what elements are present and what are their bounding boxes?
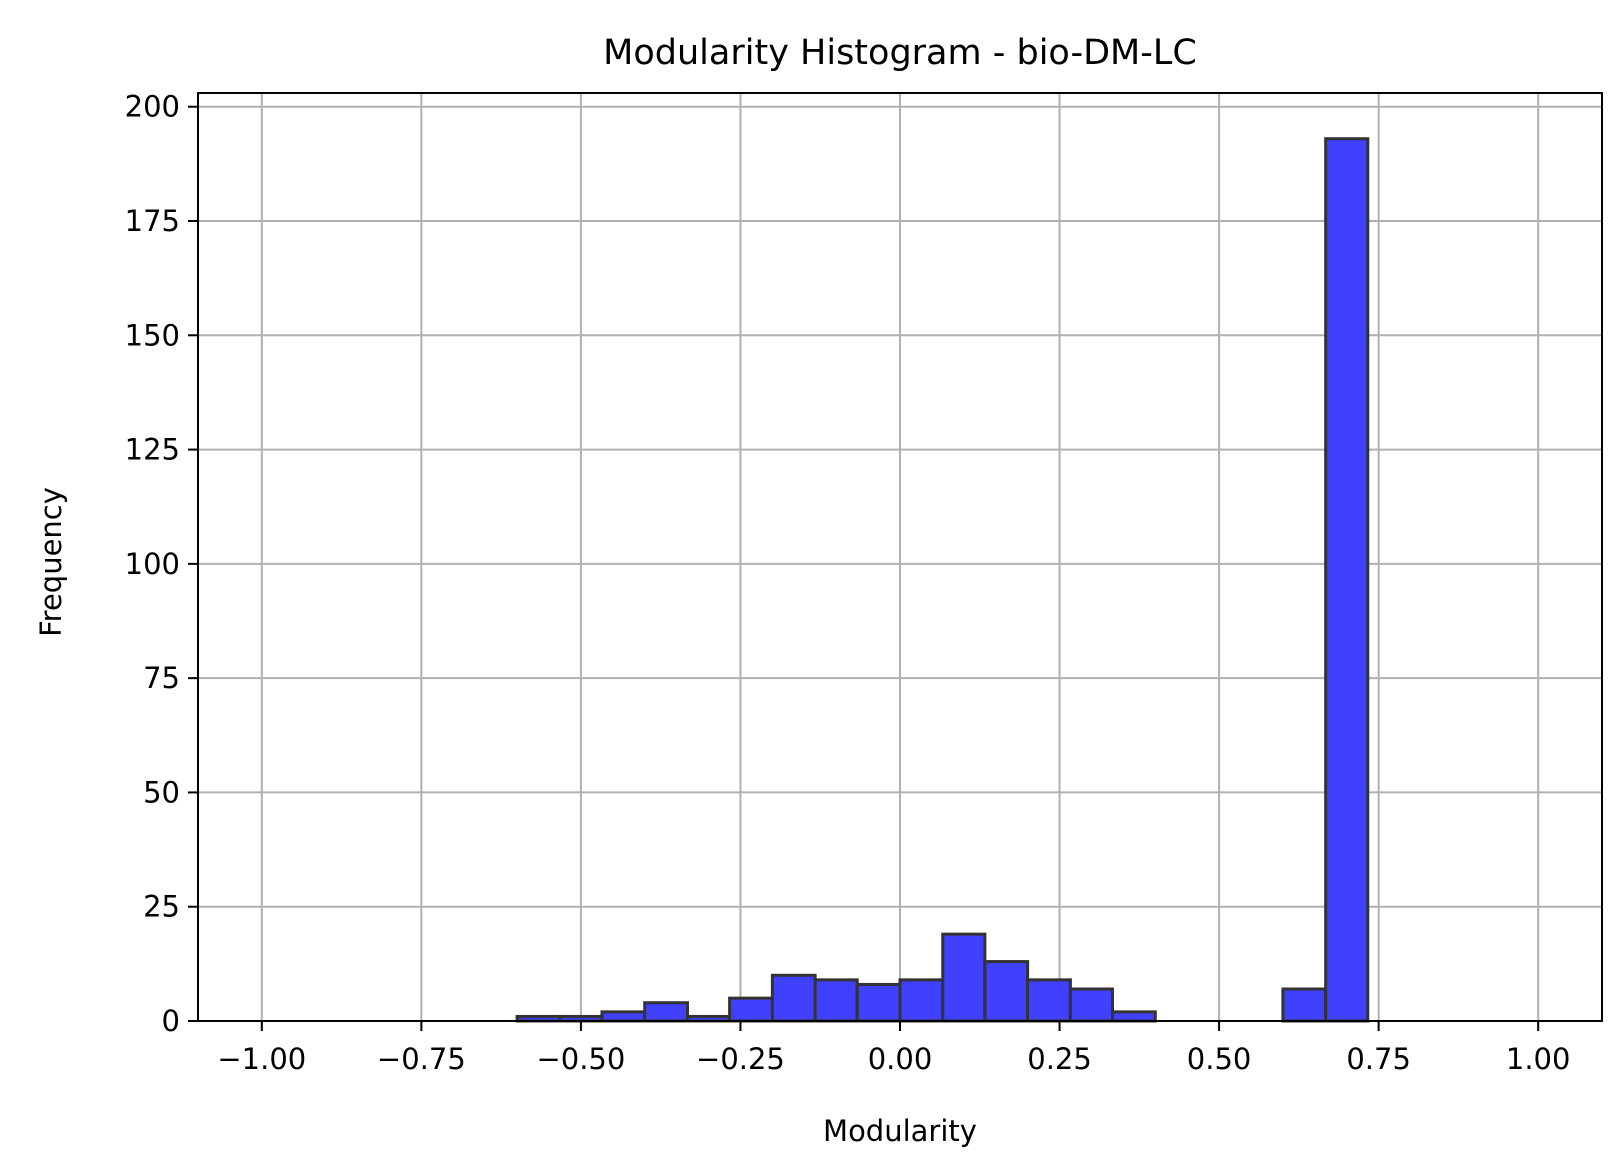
- histogram-bar: [1068, 987, 1115, 1023]
- x-axis-label: Modularity: [823, 1114, 977, 1148]
- histogram-bar: [855, 982, 902, 1023]
- x-tick-label: −1.00: [217, 1042, 306, 1076]
- histogram-bar: [983, 960, 1030, 1023]
- histogram-bar: [770, 973, 817, 1023]
- y-tick-label: 25: [143, 890, 180, 924]
- histogram-bar: [941, 932, 987, 1023]
- y-tick-label: 125: [125, 433, 180, 467]
- y-tick-label: 0: [162, 1004, 180, 1038]
- histogram-bar: [1026, 978, 1072, 1023]
- y-axis-ticks: 0 25 50 75 100 125 150 175 200: [125, 90, 198, 1038]
- y-tick-label: 100: [125, 547, 180, 581]
- x-tick-label: 0.75: [1346, 1042, 1411, 1076]
- histogram-bar: [898, 978, 945, 1023]
- x-tick-label: 0.00: [868, 1042, 933, 1076]
- y-tick-label: 150: [125, 318, 180, 352]
- histogram-bar: [1281, 987, 1328, 1023]
- x-tick-label: −0.75: [377, 1042, 466, 1076]
- chart-title: Modularity Histogram - bio-DM-LC: [603, 33, 1197, 73]
- histogram-bar: [600, 1010, 647, 1023]
- y-tick-label: 50: [143, 775, 180, 809]
- histogram-bar: [1324, 137, 1370, 1023]
- grid-lines: [198, 93, 1602, 1022]
- y-axis-label: Frequency: [34, 487, 68, 637]
- histogram-bar: [643, 1001, 689, 1023]
- histogram-bar: [1111, 1010, 1157, 1023]
- y-tick-label: 175: [125, 204, 180, 238]
- histogram-bar: [813, 978, 859, 1023]
- x-tick-label: −0.25: [696, 1042, 785, 1076]
- x-tick-label: 1.00: [1506, 1042, 1571, 1076]
- x-tick-label: −0.50: [536, 1042, 625, 1076]
- x-axis-ticks: −1.00 −0.75 −0.50 −0.25 0.00 0.25 0.50 0.75 1.00: [217, 1021, 1570, 1076]
- y-tick-label: 75: [143, 661, 180, 695]
- x-tick-label: 0.50: [1187, 1042, 1252, 1076]
- histogram-bar: [728, 996, 774, 1023]
- histogram-bars: [515, 137, 1370, 1023]
- y-tick-label: 200: [125, 90, 180, 124]
- x-tick-label: 0.25: [1027, 1042, 1092, 1076]
